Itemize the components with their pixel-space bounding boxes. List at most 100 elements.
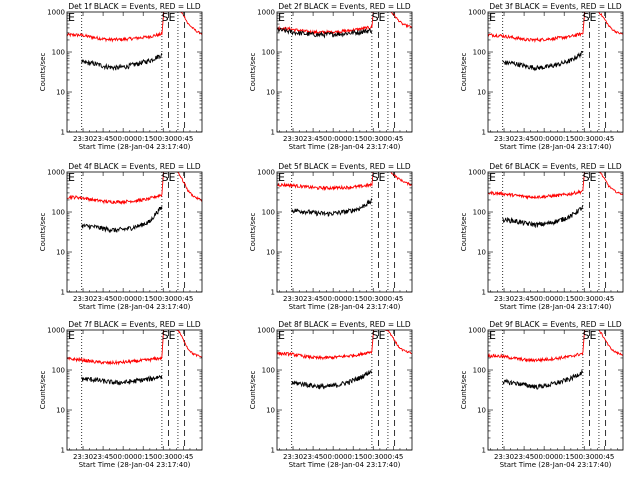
x-tick-label: 00:00	[534, 453, 554, 461]
y-tick-label: 10	[266, 407, 275, 415]
panel-title: Det 9f BLACK = Events, RED = LLD	[489, 320, 622, 329]
panel-2: Det 2f BLACK = Events, RED = LLD 1 10 100 10…	[249, 2, 413, 151]
y-tick-label: 100	[52, 49, 65, 57]
y-axis-label: Counts/sec	[249, 53, 257, 92]
y-tick-label: 100	[52, 367, 65, 375]
x-tick-label: 23:45	[93, 135, 113, 143]
x-tick-label: 23:45	[93, 453, 113, 461]
x-tick-label: 00:00	[113, 135, 133, 143]
events-series-line	[291, 198, 373, 217]
y-tick-label: 100	[262, 209, 275, 217]
y-tick-label: 10	[56, 407, 65, 415]
y-axis-label: Counts/sec	[39, 53, 47, 92]
panel-4: Det 4f BLACK = Events, RED = LLD 1 10 100 10…	[39, 162, 203, 311]
x-tick-label: 00:00	[113, 295, 133, 303]
y-tick-label: 100	[262, 367, 275, 375]
panel-frame	[487, 329, 624, 451]
x-tick-label: 00:00	[534, 295, 554, 303]
x-axis-label: Start Time (28-Jan-04 23:17:40)	[79, 303, 191, 311]
x-tick-label: 00:30	[363, 295, 383, 303]
y-tick-label: 1	[482, 129, 486, 137]
y-tick-label: 1000	[468, 9, 486, 17]
panel-frame	[487, 171, 624, 293]
corner-label-right: SE	[583, 329, 597, 342]
corner-label-right: SE	[162, 329, 176, 342]
y-tick-label: 1000	[47, 327, 65, 335]
y-tick-label: 100	[473, 49, 486, 57]
corner-label-left: E	[489, 11, 496, 24]
x-tick-label: 23:45	[303, 135, 323, 143]
corner-label-right: SE	[372, 329, 386, 342]
y-tick-label: 1	[61, 447, 65, 455]
x-tick-label: 00:15	[343, 453, 363, 461]
x-axis-label: Start Time (28-Jan-04 23:17:40)	[289, 143, 401, 151]
y-tick-label: 1000	[468, 327, 486, 335]
x-tick-label: 23:45	[303, 295, 323, 303]
events-series-line	[291, 369, 373, 390]
x-tick-label: 23:30	[73, 135, 93, 143]
panel-7: Det 7f BLACK = Events, RED = LLD 1 10 100 10…	[39, 320, 203, 469]
x-tick-label: 00:45	[173, 453, 193, 461]
y-tick-label: 100	[52, 209, 65, 217]
corner-label-left: E	[68, 11, 75, 24]
x-tick-label: 00:15	[343, 135, 363, 143]
lld-series-line	[67, 330, 202, 366]
y-tick-label: 1	[61, 129, 65, 137]
y-tick-label: 100	[473, 367, 486, 375]
corner-label-right: SE	[583, 11, 597, 24]
panel-frame	[276, 11, 413, 133]
events-series-line	[81, 206, 163, 234]
corner-label-left: E	[278, 171, 285, 184]
panel-frame	[66, 329, 203, 451]
y-tick-label: 1	[61, 289, 65, 297]
panel-8: Det 8f BLACK = Events, RED = LLD 1 10 100 10…	[249, 320, 413, 469]
x-tick-label: 00:30	[574, 135, 594, 143]
y-tick-label: 10	[56, 249, 65, 257]
events-series-line	[502, 205, 584, 229]
panel-title: Det 4f BLACK = Events, RED = LLD	[68, 162, 201, 171]
panel-frame	[66, 11, 203, 133]
x-tick-label: 23:45	[303, 453, 323, 461]
panel-frame	[487, 11, 624, 133]
y-tick-label: 1	[482, 447, 486, 455]
lld-series-line	[488, 12, 623, 43]
x-tick-label: 00:45	[594, 453, 614, 461]
lld-series-line	[67, 172, 202, 206]
y-tick-label: 10	[477, 89, 486, 97]
panel-frame	[276, 171, 413, 293]
x-tick-label: 23:30	[73, 295, 93, 303]
x-tick-label: 00:00	[323, 295, 343, 303]
panel-1: Det 1f BLACK = Events, RED = LLD 1 10 100 10…	[39, 2, 203, 151]
panel-5: Det 5f BLACK = Events, RED = LLD 1 10 100 10…	[249, 162, 413, 311]
x-tick-label: 23:45	[93, 295, 113, 303]
x-tick-label: 23:45	[514, 453, 534, 461]
y-tick-label: 100	[473, 209, 486, 217]
panel-title: Det 5f BLACK = Events, RED = LLD	[278, 162, 411, 171]
corner-label-left: E	[68, 171, 75, 184]
x-tick-label: 00:30	[363, 135, 383, 143]
y-axis-label: Counts/sec	[249, 213, 257, 252]
x-tick-label: 00:15	[133, 135, 153, 143]
x-tick-label: 00:00	[323, 453, 343, 461]
x-tick-label: 00:30	[153, 135, 173, 143]
y-tick-label: 10	[266, 89, 275, 97]
y-axis-label: Counts/sec	[460, 371, 468, 410]
y-tick-label: 1000	[257, 169, 275, 177]
x-tick-label: 00:00	[323, 135, 343, 143]
panel-title: Det 8f BLACK = Events, RED = LLD	[278, 320, 411, 329]
y-tick-label: 100	[262, 49, 275, 57]
lld-series-line	[67, 12, 202, 43]
corner-label-right: SE	[162, 171, 176, 184]
panel-6: Det 6f BLACK = Events, RED = LLD 1 10 100 10…	[460, 162, 624, 311]
y-tick-label: 1	[482, 289, 486, 297]
events-series-line	[277, 27, 373, 39]
x-axis-label: Start Time (28-Jan-04 23:17:40)	[500, 303, 612, 311]
panel-9: Det 9f BLACK = Events, RED = LLD 1 10 100 10…	[460, 320, 624, 469]
y-tick-label: 1000	[47, 9, 65, 17]
y-axis-label: Counts/sec	[39, 371, 47, 410]
x-tick-label: 00:45	[173, 135, 193, 143]
corner-label-left: E	[489, 329, 496, 342]
y-tick-label: 1000	[468, 169, 486, 177]
x-tick-label: 00:30	[153, 453, 173, 461]
x-tick-label: 00:30	[574, 453, 594, 461]
